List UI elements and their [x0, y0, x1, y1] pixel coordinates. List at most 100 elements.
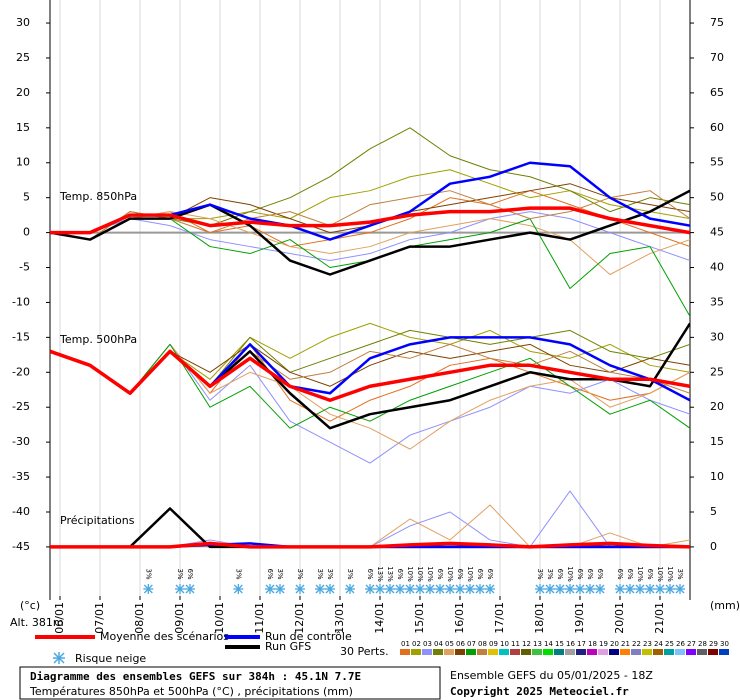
snow-flake	[645, 584, 655, 594]
member-legend-swatch	[697, 649, 707, 655]
snow-flake	[565, 584, 575, 594]
member-legend-swatch	[708, 649, 718, 655]
x-tick-label: 20/01	[613, 602, 626, 634]
y-tick-label: 20	[16, 86, 30, 99]
snow-risk-label: 3%	[176, 568, 184, 579]
member-legend-swatch	[400, 649, 410, 655]
snow-risk-label: 6%	[436, 568, 444, 579]
member-legend-swatch	[719, 649, 729, 655]
member-legend-swatch	[664, 649, 674, 655]
y2-tick-label: 5	[710, 505, 717, 518]
snow-risk-label: 3%	[546, 568, 554, 579]
member-legend-label: 28	[698, 640, 707, 648]
member-legend-swatch	[631, 649, 641, 655]
member-legend-swatch	[686, 649, 696, 655]
x-tick-label: 13/01	[333, 602, 346, 634]
y-tick-label: 30	[16, 16, 30, 29]
snow-flake	[175, 584, 185, 594]
member-legend-swatch	[433, 649, 443, 655]
snow-flake	[475, 584, 485, 594]
x-tick-label: 10/01	[213, 602, 226, 634]
snow-risk-label: 6%	[596, 568, 604, 579]
snow-flake	[655, 584, 665, 594]
snow-risk-label: 6%	[186, 568, 194, 579]
x-tick-label: 18/01	[533, 602, 546, 634]
snow-flake	[675, 584, 685, 594]
snow-risk-label: 6%	[646, 568, 654, 579]
snow-risk-label: 6%	[626, 568, 634, 579]
y2-tick-label: 25	[710, 365, 724, 378]
member-legend-label: 30	[720, 640, 729, 648]
snow-risk-label: 6%	[366, 568, 374, 579]
member-legend-label: 29	[709, 640, 718, 648]
member-legend-label: 13	[533, 640, 542, 648]
y2-tick-label: 55	[710, 156, 724, 169]
member-legend-label: 12	[522, 640, 531, 648]
snow-risk-label: 3%	[296, 568, 304, 579]
member-legend-label: 18	[588, 640, 597, 648]
snow-flake	[665, 584, 675, 594]
x-tick-label: 12/01	[293, 602, 306, 634]
snow-risk-label: 10%	[416, 566, 424, 582]
snow-legend-icon	[53, 652, 65, 664]
member-legend-label: 24	[654, 640, 663, 648]
member-legend-label: 02	[412, 640, 421, 648]
snow-flake	[465, 584, 475, 594]
snow-flake	[233, 584, 244, 594]
snow-risk-label: 6%	[586, 568, 594, 579]
y-axis-label: (°c)	[20, 599, 40, 612]
snow-risk-label: 3%	[144, 568, 152, 579]
snow-risk-label: 13%	[376, 566, 384, 582]
member-legend-swatch	[642, 649, 652, 655]
snow-risk-label: 3%	[276, 568, 284, 579]
snow-flake	[555, 584, 565, 594]
snow-flake	[635, 584, 645, 594]
members-legend: 30 Perts.	[340, 645, 389, 658]
member-legend-label: 25	[665, 640, 674, 648]
series-layer	[50, 127, 690, 549]
member-legend-swatch	[675, 649, 685, 655]
y2-tick-label: 10	[710, 470, 724, 483]
member-legend-swatch	[411, 649, 421, 655]
snow-flake	[415, 584, 425, 594]
snow-flake	[545, 584, 555, 594]
altitude: Alt. 381m	[10, 616, 64, 629]
x-tick-label: 15/01	[413, 602, 426, 634]
member-legend-swatch	[620, 649, 630, 655]
y2-tick-label: 75	[710, 16, 724, 29]
snow-flake	[455, 584, 465, 594]
member-legend-label: 15	[555, 640, 564, 648]
y2-tick-label: 15	[710, 435, 724, 448]
y-tick-label: 10	[16, 156, 30, 169]
snow-risk-label: 6%	[616, 568, 624, 579]
snow-flake	[143, 584, 154, 594]
footer-box	[19, 666, 441, 700]
snow-risk-label: 10%	[566, 566, 574, 582]
y-tick-label: -25	[12, 400, 30, 413]
snow-risk-label: 10%	[446, 566, 454, 582]
snow-flake	[435, 584, 445, 594]
snow-flake	[585, 584, 595, 594]
snow-risk-label: 10%	[666, 566, 674, 582]
snow-flake	[395, 584, 405, 594]
x-tick-label: 21/01	[653, 602, 666, 634]
snow-flake	[315, 584, 325, 594]
member-legend-label: 11	[511, 640, 520, 648]
legend-label: Moyenne des scénarios	[100, 630, 229, 643]
snow-flake	[185, 584, 195, 594]
legend-label: Run de contrôle	[265, 630, 352, 643]
member-legend-swatch	[444, 649, 454, 655]
snow-risk-label: 3%	[536, 568, 544, 579]
member-legend-label: 21	[621, 640, 630, 648]
y2-tick-label: 35	[710, 295, 724, 308]
snow-risk-label: 6%	[556, 568, 564, 579]
x-tick-label: 16/01	[453, 602, 466, 634]
member-legend-label: 22	[632, 640, 641, 648]
member-legend-swatch	[521, 649, 531, 655]
member-legend-swatch	[422, 649, 432, 655]
snow-flake	[575, 584, 585, 594]
y2-tick-label: 40	[710, 261, 724, 274]
member-legend-label: 03	[423, 640, 432, 648]
member-legend-label: 23	[643, 640, 652, 648]
